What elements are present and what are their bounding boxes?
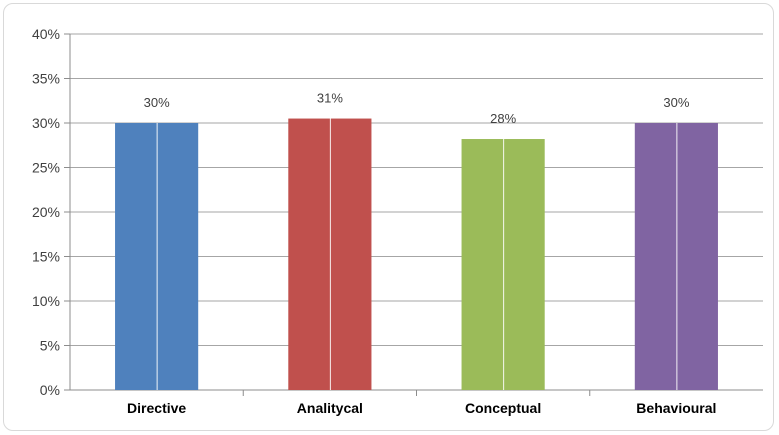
y-tick-label: 15% [32, 249, 60, 265]
category-label: Behavioural [636, 400, 716, 416]
y-tick-label: 35% [32, 71, 60, 87]
y-tick-label: 40% [32, 26, 60, 42]
data-label: 28% [490, 111, 516, 126]
y-tick-label: 25% [32, 160, 60, 176]
y-tick-label: 20% [32, 204, 60, 220]
data-label: 30% [663, 95, 689, 110]
data-label: 30% [144, 95, 170, 110]
bars [115, 118, 718, 391]
y-tick-label: 0% [40, 382, 60, 398]
data-labels: 30% 31% 28% 30% [144, 91, 690, 126]
y-axis-ticks: 0% 5% 10% 15% 20% 25% 30% 35% 40% [32, 26, 60, 398]
category-labels: Directive Analitycal Conceptual Behavioural [127, 400, 716, 416]
data-label: 31% [317, 91, 343, 106]
category-label: Directive [127, 400, 186, 416]
category-label: Conceptual [465, 400, 541, 416]
category-label: Analitycal [297, 400, 363, 416]
y-tick-label: 5% [40, 338, 60, 354]
y-tick-label: 10% [32, 293, 60, 309]
y-tick-label: 30% [32, 115, 60, 131]
